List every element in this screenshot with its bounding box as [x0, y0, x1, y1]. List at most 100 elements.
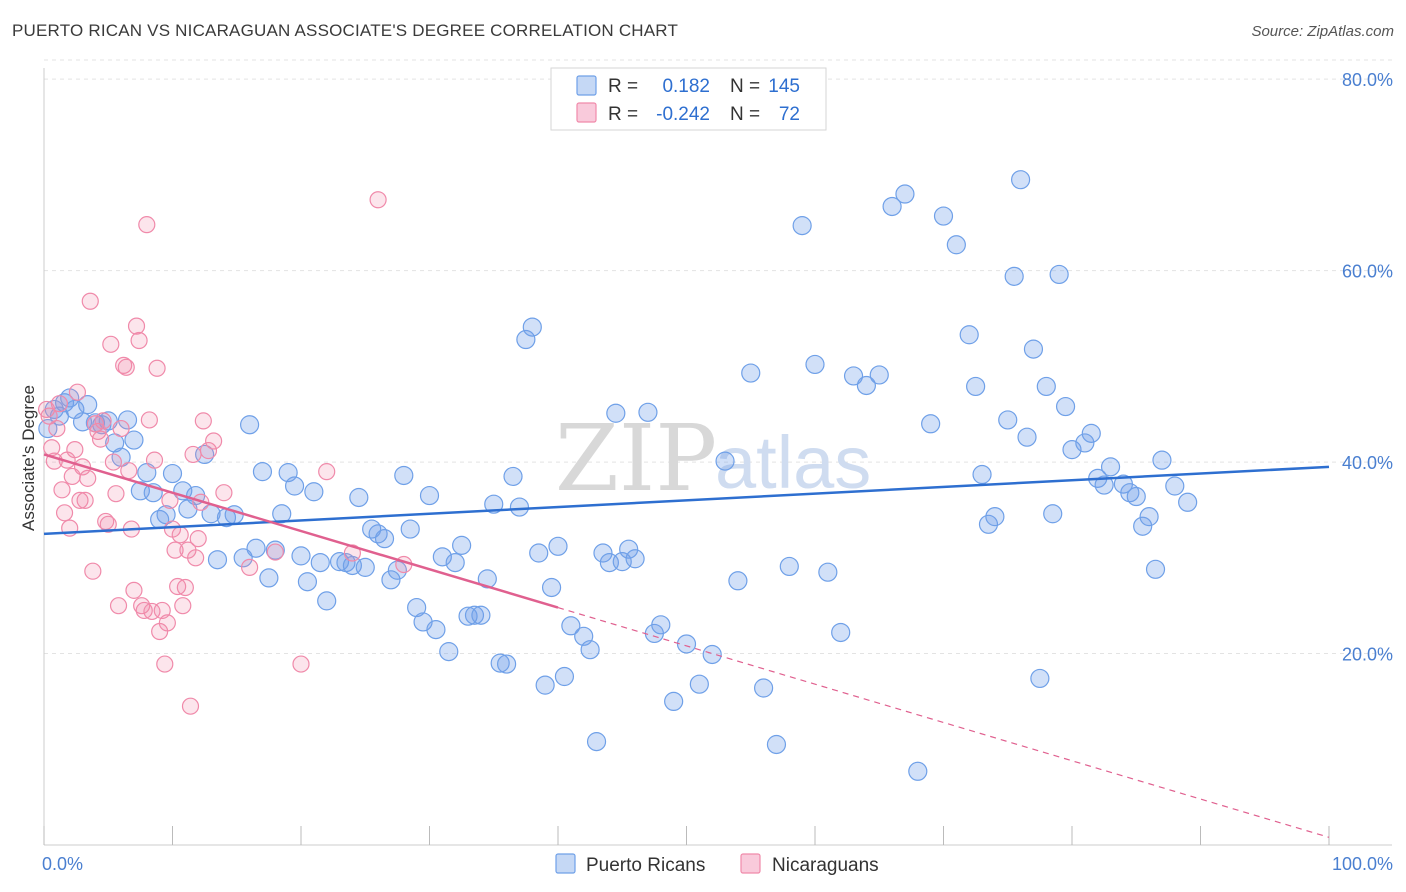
- y-tick-label-2: 60.0%: [1342, 262, 1393, 282]
- puerto-rican-point-97: [728, 571, 748, 591]
- puerto-rican-point-64: [464, 605, 485, 625]
- nicaraguan-point-11: [66, 441, 84, 459]
- nicaraguans-points: [37, 191, 413, 715]
- puerto-rican-point-7: [78, 395, 98, 415]
- nicaraguan-point-1: [40, 407, 58, 425]
- puerto-rican-point-66: [477, 569, 497, 589]
- puerto-rican-point-77: [548, 536, 568, 556]
- puerto-rican-point-91: [651, 615, 671, 635]
- puerto-rican-point-54: [400, 519, 420, 539]
- nicaraguan-point-47: [158, 614, 176, 632]
- nicaraguan-point-63: [205, 432, 223, 450]
- legend-n-label-0: N =: [730, 76, 760, 97]
- puerto-rican-point-13: [117, 410, 138, 430]
- bottom-legend-swatch-puerto-ricans: [555, 853, 576, 874]
- watermark-zip: ZIP: [555, 405, 717, 512]
- puerto-rican-point-78: [554, 666, 575, 687]
- x-tick-label-min: 0.0%: [42, 854, 83, 874]
- legend-n-value-0: 145: [768, 76, 800, 97]
- puerto-rican-point-109: [882, 196, 902, 217]
- puerto-rican-point-74: [529, 543, 549, 563]
- puerto-rican-point-124: [1023, 339, 1044, 359]
- nicaraguan-point-66: [266, 543, 284, 561]
- nicaraguan-point-70: [369, 191, 387, 209]
- nicaraguan-point-42: [145, 451, 164, 469]
- nicaraguan-point-35: [127, 317, 146, 335]
- puerto-rican-point-60: [439, 642, 459, 662]
- nicaraguan-point-54: [176, 578, 194, 597]
- y-tick-labels: 20.0% 40.0% 60.0% 80.0%: [1342, 70, 1393, 664]
- nicaraguan-point-28: [109, 597, 128, 615]
- nicaraguan-point-30: [115, 356, 133, 374]
- nicaraguan-point-56: [181, 697, 200, 715]
- puerto-rican-point-111: [908, 761, 928, 781]
- puerto-rican-point-37: [284, 476, 305, 496]
- nicaraguan-point-67: [292, 655, 310, 673]
- puerto-rican-point-57: [419, 485, 440, 506]
- nicaraguan-point-39: [138, 216, 156, 234]
- puerto-rican-point-102: [792, 216, 812, 236]
- nicaraguan-point-64: [215, 484, 233, 502]
- bottom-legend-swatch-nicaraguans: [740, 853, 761, 874]
- nicaraguan-point-27: [107, 485, 125, 503]
- puerto-rican-point-71: [509, 497, 530, 517]
- puerto-rican-point-42: [317, 591, 337, 611]
- nicaraguan-point-15: [76, 491, 94, 509]
- puerto-rican-point-126: [1036, 376, 1056, 397]
- puerto-rican-point-47: [355, 557, 375, 577]
- puerto-rican-point-104: [818, 562, 838, 582]
- nicaraguan-point-46: [156, 655, 174, 673]
- legend: R = 0.182 N = 145 R = -0.242 N = 72: [550, 67, 827, 131]
- nicaraguan-point-53: [174, 597, 192, 615]
- x-tick-label-max: 100.0%: [1332, 854, 1393, 874]
- nicaraguan-point-68: [318, 463, 336, 481]
- puerto-rican-point-85: [606, 403, 626, 423]
- puerto-rican-point-114: [946, 235, 966, 255]
- puerto-rican-point-95: [702, 644, 722, 665]
- nicaraguans-trendline: [43, 453, 559, 609]
- puerto-rican-point-89: [638, 402, 658, 422]
- bottom-legend-label-nicaraguans: Nicaraguans: [772, 855, 879, 876]
- puerto-rican-point-106: [843, 366, 864, 386]
- puerto-rican-point-75: [535, 675, 555, 695]
- x-axis-ticks: [43, 826, 1330, 845]
- puerto-rican-point-120: [998, 410, 1018, 430]
- source-label: Source: ZipAtlas.com: [1251, 23, 1394, 40]
- legend-swatch-puerto-ricans: [576, 75, 597, 96]
- puerto-rican-point-132: [1081, 423, 1101, 443]
- watermark-atlas: atlas: [715, 421, 871, 504]
- puerto-rican-point-69: [497, 654, 517, 674]
- puerto-rican-point-50: [374, 529, 395, 549]
- puerto-ricans-trendline: [43, 465, 1330, 536]
- puerto-rican-point-141: [1145, 559, 1166, 579]
- puerto-rican-point-116: [966, 376, 986, 397]
- puerto-rican-point-128: [1049, 264, 1069, 285]
- nicaraguan-point-37: [133, 597, 151, 615]
- puerto-rican-point-92: [664, 691, 684, 712]
- puerto-rican-point-127: [1043, 504, 1063, 524]
- puerto-rican-point-67: [484, 494, 504, 514]
- nicaraguan-point-6: [53, 481, 71, 499]
- nicaraguan-point-31: [117, 358, 135, 376]
- trendlines: [43, 453, 1330, 838]
- puerto-rican-point-113: [933, 206, 954, 226]
- nicaraguan-point-43: [148, 359, 166, 377]
- puerto-rican-point-29: [233, 548, 253, 568]
- puerto-ricans-points: [38, 170, 1198, 781]
- legend-n-value-1: 72: [779, 104, 800, 125]
- puerto-rican-point-123: [1017, 427, 1037, 447]
- nicaraguan-point-5: [50, 395, 69, 413]
- puerto-rican-point-87: [619, 539, 639, 559]
- nicaraguan-point-13: [71, 491, 89, 509]
- puerto-rican-point-131: [1075, 433, 1095, 453]
- puerto-rican-point-93: [676, 634, 697, 654]
- puerto-rican-point-105: [831, 622, 851, 643]
- puerto-rican-point-108: [869, 365, 889, 385]
- nicaraguan-point-65: [241, 558, 259, 576]
- puerto-rican-point-135: [1100, 457, 1121, 477]
- puerto-rican-point-94: [689, 674, 709, 694]
- puerto-rican-point-40: [304, 482, 324, 502]
- legend-r-label-1: R =: [608, 104, 638, 125]
- puerto-rican-point-142: [1152, 450, 1172, 470]
